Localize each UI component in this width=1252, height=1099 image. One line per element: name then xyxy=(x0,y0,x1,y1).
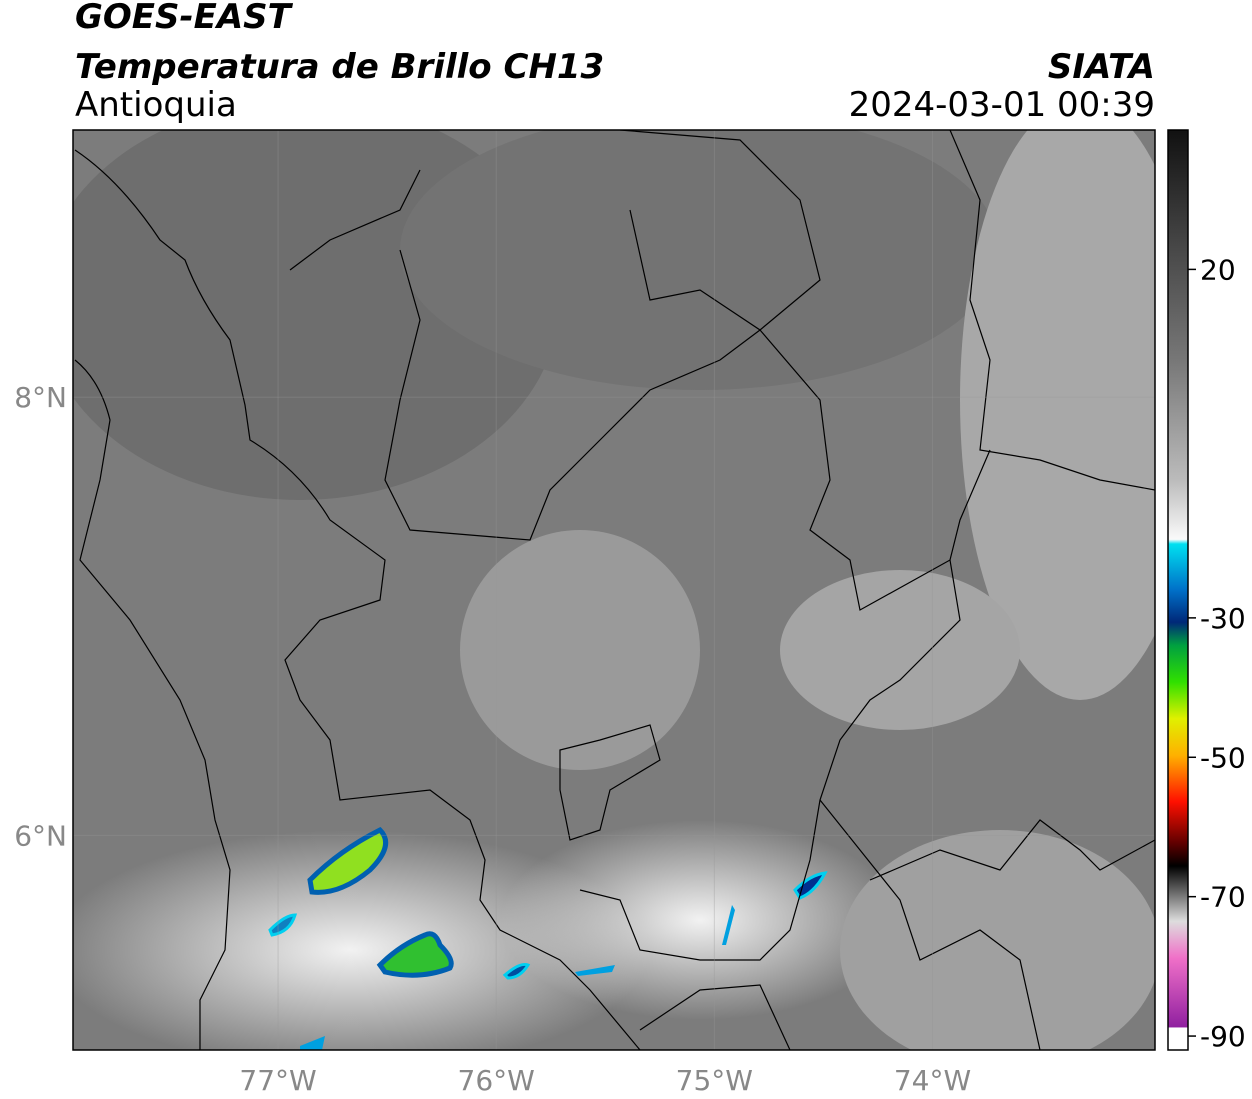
axis-ticks: 77°W 76°W 75°W 74°W 8°N 6°N xyxy=(14,381,971,1097)
title: GOES-EAST xyxy=(75,0,294,37)
lon-tick-label: 76°W xyxy=(458,1064,535,1097)
colorbar-tick-label: 20 xyxy=(1200,253,1236,286)
datetime: 2024-03-01 00:39 xyxy=(849,85,1155,125)
colorbar-ticks: 20 -30 -50 -70 -90 xyxy=(1188,253,1246,1053)
lat-tick-label: 6°N xyxy=(14,819,67,852)
lat-tick-label: 8°N xyxy=(14,381,67,414)
colorbar-tick-label: -90 xyxy=(1200,1020,1246,1053)
source: SIATA xyxy=(1048,47,1155,87)
colorbar xyxy=(1167,129,1189,1051)
map-frame xyxy=(72,129,1156,1051)
region: Antioquia xyxy=(75,85,237,125)
graticule xyxy=(73,130,1155,1050)
lon-tick-label: 77°W xyxy=(239,1064,316,1097)
colorbar-tick-label: -70 xyxy=(1200,881,1246,914)
colorbar-tick-label: -30 xyxy=(1200,602,1246,635)
lon-tick-label: 74°W xyxy=(894,1064,971,1097)
subtitle: Temperatura de Brillo CH13 xyxy=(75,47,604,87)
colorbar-tick-label: -50 xyxy=(1200,741,1246,774)
lon-tick-label: 75°W xyxy=(676,1064,753,1097)
map-image xyxy=(73,130,1155,1050)
